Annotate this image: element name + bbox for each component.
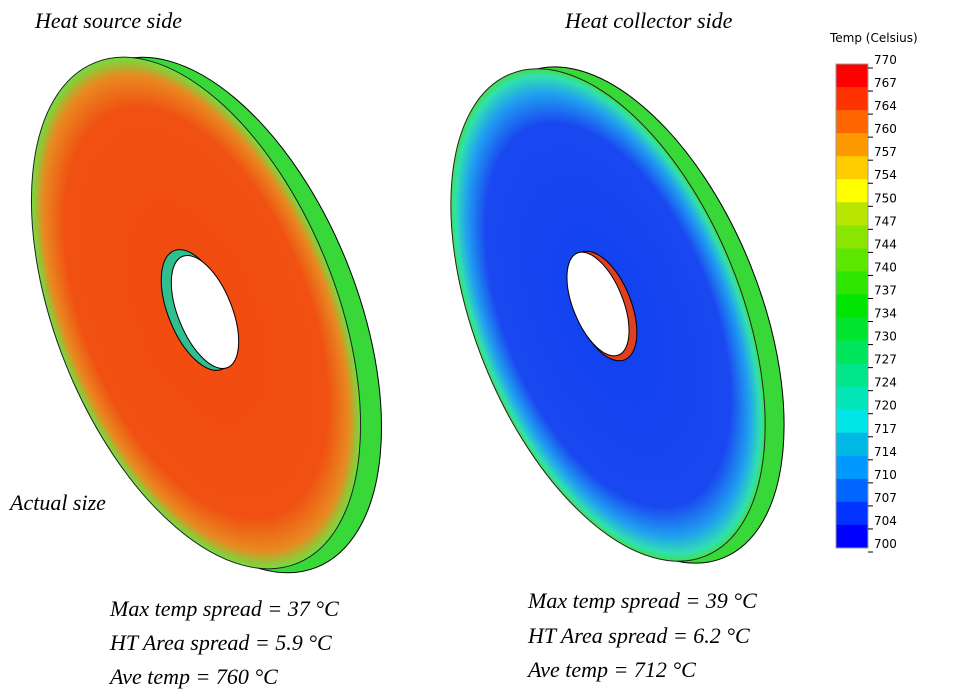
colorbar-tick-label: 720 bbox=[874, 399, 897, 413]
colorbar-segment bbox=[836, 502, 868, 526]
colorbar-tick-label: 754 bbox=[874, 168, 897, 182]
colorbar-tick-label: 717 bbox=[874, 422, 897, 436]
colorbar-segment bbox=[836, 110, 868, 134]
stat: Max temp spread = 39 °C bbox=[527, 588, 757, 613]
panel-title: Heat collector side bbox=[564, 8, 733, 33]
colorbar-segment bbox=[836, 456, 868, 480]
colorbar-segment bbox=[836, 156, 868, 180]
colorbar-tick-label: 760 bbox=[874, 122, 897, 136]
colorbar-segment bbox=[836, 479, 868, 503]
colorbar-tick-label: 727 bbox=[874, 353, 897, 367]
colorbar-segment bbox=[836, 387, 868, 411]
colorbar-tick-label: 747 bbox=[874, 214, 897, 228]
colorbar-tick-label: 740 bbox=[874, 260, 897, 274]
colorbar-tick-label: 757 bbox=[874, 145, 897, 159]
colorbar-tick-label: 724 bbox=[874, 376, 897, 390]
stat: HT Area spread = 6.2 °C bbox=[527, 623, 750, 648]
colorbar-tick-label: 700 bbox=[874, 537, 897, 551]
colorbar-tick-label: 710 bbox=[874, 468, 897, 482]
panel-title: Heat source side bbox=[34, 8, 182, 33]
colorbar-tick-label: 704 bbox=[874, 514, 897, 528]
colorbar-segment bbox=[836, 179, 868, 203]
figure: Heat source side Heat collector side Act… bbox=[0, 0, 963, 698]
colorbar-segment bbox=[836, 64, 868, 88]
colorbar-segment bbox=[836, 133, 868, 157]
colorbar-segment bbox=[836, 248, 868, 272]
colorbar-segment bbox=[836, 294, 868, 318]
colorbar-segment bbox=[836, 87, 868, 111]
colorbar-segment bbox=[836, 225, 868, 249]
heat-collector-disk bbox=[387, 22, 848, 609]
stat: Ave temp = 712 °C bbox=[526, 657, 696, 682]
stat: Max temp spread = 37 °C bbox=[109, 596, 339, 621]
colorbar-segment bbox=[836, 364, 868, 388]
colorbar-tick-label: 750 bbox=[874, 191, 897, 205]
heat-source-disk bbox=[0, 10, 449, 621]
colorbar-segment bbox=[836, 318, 868, 342]
colorbar-tick-label: 730 bbox=[874, 330, 897, 344]
colorbar-tick-label: 737 bbox=[874, 283, 897, 297]
stat: Ave temp = 760 °C bbox=[108, 664, 278, 689]
colorbar-segment bbox=[836, 341, 868, 365]
colorbar-tick-label: 744 bbox=[874, 237, 897, 251]
stat: HT Area spread = 5.9 °C bbox=[109, 630, 332, 655]
colorbar-segment bbox=[836, 410, 868, 434]
colorbar-segment bbox=[836, 525, 868, 549]
colorbar: 770 767 764 760 757 754 750 747 744 740 737 734 730 7… bbox=[836, 53, 897, 552]
colorbar-segment bbox=[836, 271, 868, 295]
colorbar-tick-label: 767 bbox=[874, 76, 897, 90]
colorbar-tick-label: 707 bbox=[874, 491, 897, 505]
colorbar-tick-label: 770 bbox=[874, 53, 897, 67]
page: Heat source side Heat collector side Act… bbox=[0, 0, 963, 698]
panel-note: Actual size bbox=[8, 490, 106, 515]
colorbar-tick-label: 714 bbox=[874, 445, 897, 459]
colorbar-title: Temp (Celsius) bbox=[829, 31, 918, 45]
colorbar-tick-label: 764 bbox=[874, 99, 897, 113]
colorbar-tick-label: 734 bbox=[874, 307, 897, 321]
colorbar-segment bbox=[836, 433, 868, 457]
colorbar-segment bbox=[836, 202, 868, 226]
